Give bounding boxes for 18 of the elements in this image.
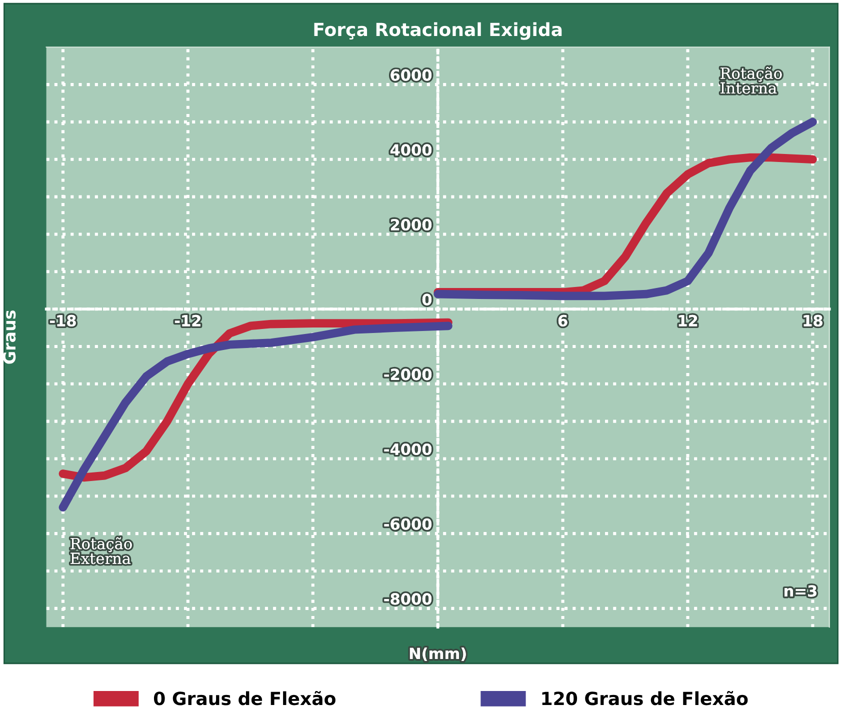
y-tick-label: -2000: [384, 368, 432, 380]
y-tick-label: -6000: [384, 518, 432, 530]
y-tick-label: 0: [422, 294, 432, 306]
y-tick-label: -8000: [384, 593, 432, 605]
y-tick-label: -4000: [384, 443, 432, 456]
x-axis-title: N(mm): [410, 647, 466, 662]
annotation: n=3: [784, 585, 816, 597]
legend-label: 120 Graus de Flexão: [542, 690, 748, 706]
annotation: Rotação Externa: [70, 537, 132, 564]
x-tick-label: 12: [678, 314, 698, 326]
y-tick-label: 6000: [390, 69, 432, 81]
legend-label: 0 Graus de Flexão: [154, 690, 336, 706]
y-axis-title: Graus: [3, 310, 16, 364]
x-tick-label: 18: [804, 314, 822, 326]
y-tick-label: 2000: [390, 218, 432, 231]
y-tick-label: 4000: [390, 144, 432, 156]
annotation: Rotação Interna: [720, 66, 782, 94]
chart-title: Força Rotacional Exigida: [314, 22, 562, 40]
